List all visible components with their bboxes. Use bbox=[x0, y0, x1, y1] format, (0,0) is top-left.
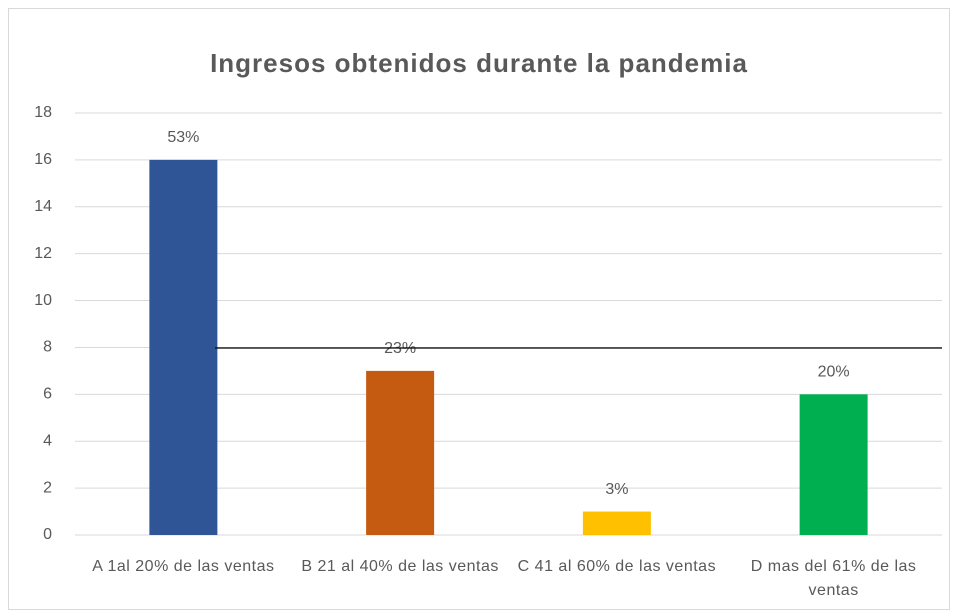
data-label: 3% bbox=[605, 481, 628, 498]
y-tick-label: 0 bbox=[43, 526, 52, 543]
x-tick-label: B 21 al 40% de las ventas bbox=[301, 558, 499, 575]
x-tick-label: A 1al 20% de las ventas bbox=[92, 558, 275, 575]
bar bbox=[149, 159, 218, 535]
y-tick-label: 14 bbox=[34, 198, 52, 215]
bar bbox=[582, 511, 651, 535]
y-tick-label: 18 bbox=[34, 104, 52, 121]
x-tick-label: C 41 al 60% de las ventas bbox=[517, 558, 717, 575]
y-tick-label: 4 bbox=[43, 432, 52, 449]
data-label: 20% bbox=[818, 364, 850, 381]
bar bbox=[799, 394, 868, 535]
y-tick-label: 12 bbox=[34, 245, 52, 262]
y-tick-label: 2 bbox=[43, 479, 52, 496]
y-tick-label: 16 bbox=[34, 151, 52, 168]
y-tick-label: 6 bbox=[43, 386, 52, 403]
data-label: 53% bbox=[167, 129, 199, 146]
bar bbox=[366, 370, 435, 535]
x-tick-label: D mas del 61% de las ventas bbox=[750, 558, 917, 599]
y-tick-label: 10 bbox=[34, 292, 52, 309]
y-tick-label: 8 bbox=[43, 339, 52, 356]
chart-title: Ingresos obtenidos durante la pandemia bbox=[210, 48, 748, 78]
